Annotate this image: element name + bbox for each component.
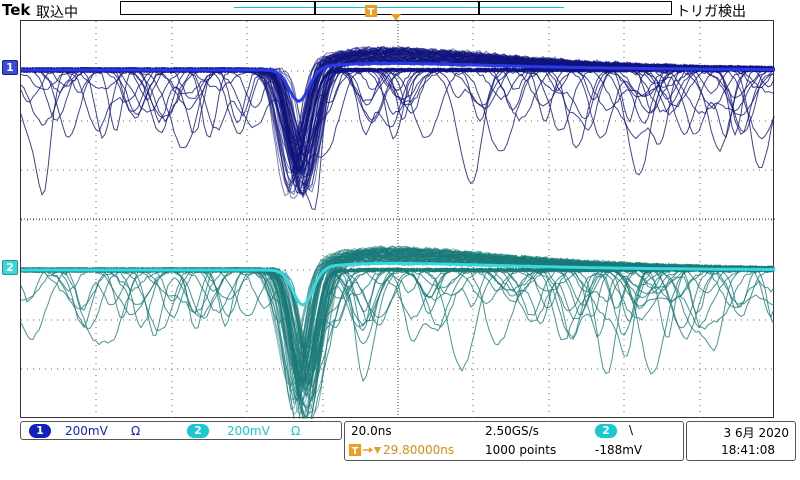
- ch1-ground-marker[interactable]: 1: [2, 60, 18, 75]
- brand-logo: Tek: [2, 1, 31, 19]
- trigger-time-arrow-icon: [391, 14, 401, 21]
- time-scale: 20.0ns: [351, 424, 392, 438]
- status-bar: Tek 取込中 T トリガ検出: [0, 0, 800, 21]
- time: 18:41:08: [721, 443, 775, 457]
- date: 3 6月 2020: [723, 426, 789, 440]
- timebase-readout-panel[interactable]: 20.0ns 2.50GS/s 2 \ T 29.80000ns 1000 po…: [344, 421, 684, 461]
- waveform-display[interactable]: [20, 20, 775, 419]
- record-view-window[interactable]: [314, 1, 480, 15]
- svg-text:T: T: [352, 446, 359, 457]
- acquisition-status: 取込中: [36, 5, 78, 21]
- trigger-position-value: 29.80000ns: [383, 443, 455, 457]
- trigger-slope-icon: \: [629, 423, 634, 437]
- trigger-source-badge[interactable]: 2: [595, 424, 617, 438]
- ch2-ground-marker[interactable]: 2: [2, 260, 18, 275]
- ch2-waveform: [21, 245, 775, 419]
- trigger-point-icon: T: [365, 5, 377, 18]
- record-length: 1000 points: [485, 443, 557, 457]
- svg-text:T: T: [368, 7, 375, 18]
- clock-panel: 3 6月 2020 18:41:08: [686, 421, 796, 461]
- trigger-status: トリガ検出: [676, 4, 746, 20]
- record-view-line: [234, 7, 564, 8]
- ch2-scale: 200mV: [227, 424, 270, 438]
- sample-rate: 2.50GS/s: [485, 424, 539, 438]
- trigger-offset-icon: T: [349, 444, 381, 457]
- ch2-coupling-icon: Ω: [291, 424, 301, 438]
- graticule: [21, 21, 775, 419]
- ch1-waveform: [21, 45, 775, 211]
- ch1-scale: 200mV: [65, 424, 108, 438]
- ch2-badge[interactable]: 2: [187, 424, 209, 438]
- ch1-badge[interactable]: 1: [29, 424, 51, 438]
- channel-readout-panel[interactable]: 1 200mV Ω 2 200mV Ω: [20, 421, 342, 440]
- trigger-level: -188mV: [595, 443, 643, 457]
- ch1-coupling-icon: Ω: [131, 424, 141, 438]
